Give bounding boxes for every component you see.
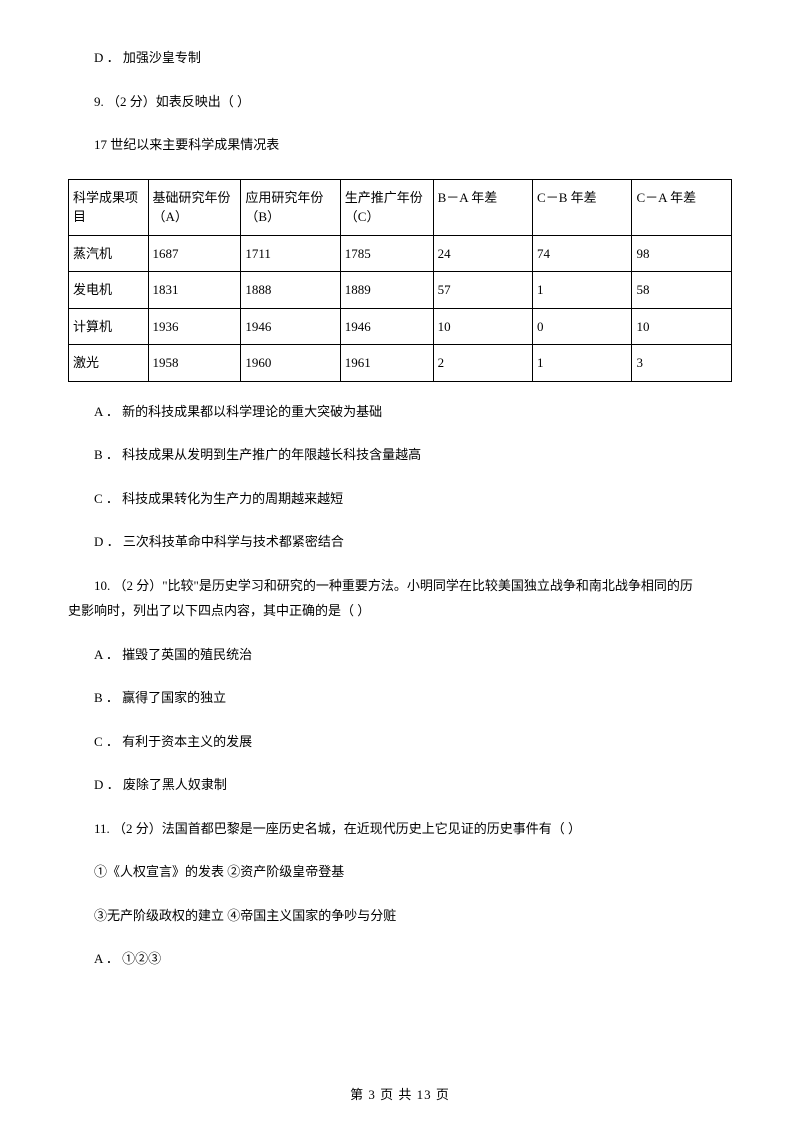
table-cell: 1946 [340,308,433,345]
table-cell: 科学成果项目 [69,179,149,235]
table-cell: 1946 [241,308,340,345]
table-cell: 1960 [241,345,340,382]
table-cell: 蒸汽机 [69,235,149,272]
table-cell: 3 [632,345,732,382]
table-cell: C－A 年差 [632,179,732,235]
table-cell: 1 [533,345,632,382]
table-cell: 1711 [241,235,340,272]
science-results-table: 科学成果项目 基础研究年份（A） 应用研究年份（B） 生产推广年份（C） B－A… [68,179,732,382]
table-cell: 2 [433,345,532,382]
table-cell: 1888 [241,272,340,309]
table-cell: 24 [433,235,532,272]
table-cell: 应用研究年份（B） [241,179,340,235]
table-cell: 基础研究年份（A） [148,179,241,235]
question-10-line1: 10. （2 分）"比较"是历史学习和研究的一种重要方法。小明同学在比较美国独立… [68,576,732,596]
table-cell: 激光 [69,345,149,382]
option-b: B ． 科技成果从发明到生产推广的年限越长科技含量越高 [68,445,732,465]
table-cell: 0 [533,308,632,345]
table-cell: 1889 [340,272,433,309]
table-cell: 57 [433,272,532,309]
table-cell: 1687 [148,235,241,272]
table-row: 计算机 1936 1946 1946 10 0 10 [69,308,732,345]
table-cell: 发电机 [69,272,149,309]
table-cell: 1936 [148,308,241,345]
option-d: D ． 废除了黑人奴隶制 [68,775,732,795]
table-cell: 10 [632,308,732,345]
option-d: D ． 三次科技革命中科学与技术都紧密结合 [68,532,732,552]
option-d: D ． 加强沙皇专制 [68,48,732,68]
table-cell: 74 [533,235,632,272]
table-cell: C－B 年差 [533,179,632,235]
option-b: B ． 赢得了国家的独立 [68,688,732,708]
table-cell: 1958 [148,345,241,382]
page-footer: 第 3 页 共 13 页 [0,1085,800,1105]
table-cell: 10 [433,308,532,345]
table-row: 发电机 1831 1888 1889 57 1 58 [69,272,732,309]
option-c: C ． 科技成果转化为生产力的周期越来越短 [68,489,732,509]
table-cell: 生产推广年份（C） [340,179,433,235]
table-cell: 1785 [340,235,433,272]
table-row: 蒸汽机 1687 1711 1785 24 74 98 [69,235,732,272]
option-a: A ． 新的科技成果都以科学理论的重大突破为基础 [68,402,732,422]
option-a: A ． 摧毁了英国的殖民统治 [68,645,732,665]
table-cell: 1 [533,272,632,309]
table-cell: 1831 [148,272,241,309]
table-row: 激光 1958 1960 1961 2 1 3 [69,345,732,382]
table-caption: 17 世纪以来主要科学成果情况表 [68,135,732,155]
question-9: 9. （2 分）如表反映出（ ） [68,92,732,112]
table-cell: 98 [632,235,732,272]
option-c: C ． 有利于资本主义的发展 [68,732,732,752]
table-row: 科学成果项目 基础研究年份（A） 应用研究年份（B） 生产推广年份（C） B－A… [69,179,732,235]
question-10-line2: 史影响时，列出了以下四点内容，其中正确的是（ ） [68,601,732,621]
table-cell: 计算机 [69,308,149,345]
question-11: 11. （2 分）法国首都巴黎是一座历史名城，在近现代历史上它见证的历史事件有（… [68,819,732,839]
table-cell: 1961 [340,345,433,382]
option-line-2: ③无产阶级政权的建立 ④帝国主义国家的争吵与分赃 [68,906,732,926]
option-a: A ． ①②③ [68,949,732,969]
table-cell: 58 [632,272,732,309]
option-line-1: ①《人权宣言》的发表 ②资产阶级皇帝登基 [68,862,732,882]
table-cell: B－A 年差 [433,179,532,235]
